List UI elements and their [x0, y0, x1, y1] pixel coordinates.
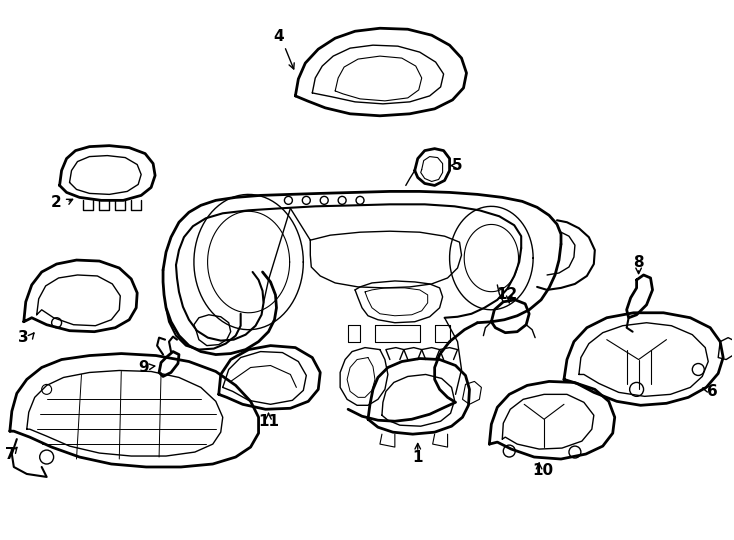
Text: 1: 1	[413, 449, 423, 464]
Text: 4: 4	[273, 29, 284, 44]
Text: 12: 12	[497, 287, 518, 302]
Text: 8: 8	[633, 254, 644, 269]
Text: 5: 5	[452, 158, 463, 173]
Text: 11: 11	[258, 414, 279, 429]
Text: 9: 9	[138, 360, 148, 375]
Text: 10: 10	[533, 463, 553, 478]
Text: 6: 6	[707, 384, 718, 399]
Text: 7: 7	[4, 447, 15, 462]
Text: 3: 3	[18, 330, 29, 345]
Text: 2: 2	[51, 195, 62, 210]
